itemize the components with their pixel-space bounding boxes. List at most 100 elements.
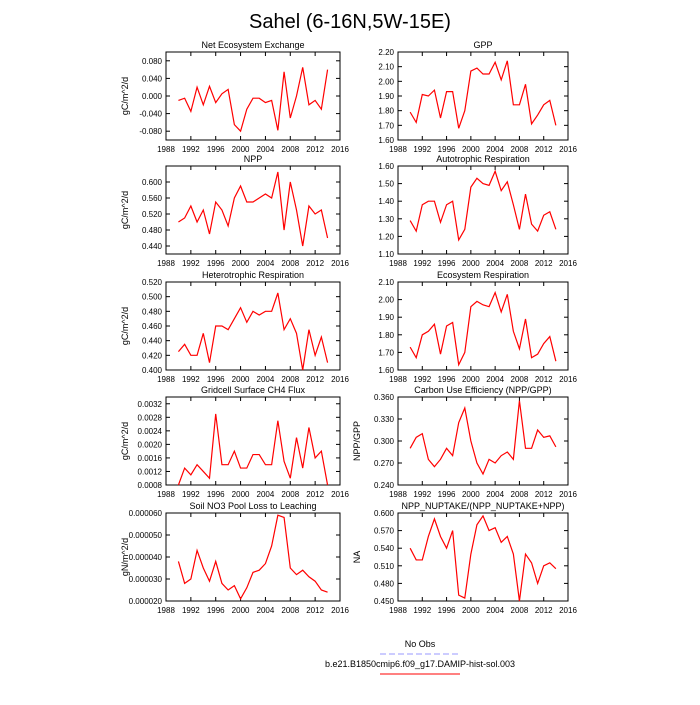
x-tick-label: 1992 [182, 490, 200, 499]
y-tick-label: 0.0032 [138, 400, 163, 409]
y-axis-label: NA [352, 551, 362, 564]
y-tick-label: 0.570 [374, 527, 395, 536]
x-tick-label: 1996 [207, 145, 225, 154]
panel-title: Gridcell Surface CH4 Flux [201, 385, 306, 395]
x-tick-label: 2004 [486, 606, 504, 615]
y-tick-label: 1.60 [378, 136, 394, 145]
panel-title: Heterotrophic Respiration [202, 270, 304, 280]
y-tick-label: 0.0028 [138, 413, 163, 422]
panel-title: Soil NO3 Pool Loss to Leaching [189, 501, 316, 511]
x-tick-label: 2008 [281, 375, 299, 384]
x-tick-label: 1988 [157, 145, 175, 154]
legend-label: b.e21.B1850cmip6.f09_g17.DAMIP-hist-sol.… [325, 659, 515, 669]
x-tick-label: 1988 [157, 259, 175, 268]
panel-title: NPP_NUPTAKE/(NPP_NUPTAKE+NPP) [402, 501, 565, 511]
y-tick-label: 1.50 [378, 180, 394, 189]
y-tick-label: 1.90 [378, 92, 394, 101]
data-line [177, 413, 329, 486]
data-line [178, 171, 329, 247]
x-tick-label: 2000 [462, 375, 480, 384]
x-tick-label: 1992 [413, 375, 431, 384]
y-tick-label: 0.240 [374, 481, 395, 490]
x-tick-label: 2004 [486, 375, 504, 384]
y-tick-label: 1.70 [378, 348, 394, 357]
x-tick-label: 1996 [207, 606, 225, 615]
x-tick-label: 2008 [511, 145, 529, 154]
x-tick-label: 1992 [182, 606, 200, 615]
plot-frame [165, 512, 341, 602]
plot-frame [165, 396, 341, 486]
y-tick-label: 1.10 [378, 250, 394, 259]
x-tick-label: 1992 [413, 490, 431, 499]
y-tick-label: 1.60 [378, 162, 394, 171]
x-tick-label: 1988 [157, 375, 175, 384]
y-tick-label: 0.000020 [129, 597, 163, 606]
y-tick-label: 1.80 [378, 107, 394, 116]
y-axis-label: gC/m^2/d [120, 307, 130, 345]
x-tick-label: 1996 [207, 259, 225, 268]
y-tick-label: -0.080 [139, 127, 162, 136]
x-tick-label: 2004 [257, 375, 275, 384]
x-tick-label: 2000 [232, 375, 250, 384]
y-tick-label: 2.10 [378, 278, 394, 287]
plot-frame [397, 281, 569, 371]
data-line [409, 514, 557, 602]
plot-frame [165, 165, 341, 255]
x-tick-label: 2016 [559, 490, 577, 499]
y-tick-label: 1.60 [378, 366, 394, 375]
plot-frame [397, 512, 569, 602]
x-tick-label: 1988 [389, 490, 407, 499]
x-tick-label: 2016 [559, 145, 577, 154]
x-tick-label: 2012 [306, 375, 324, 384]
y-tick-label: 0.460 [142, 322, 163, 331]
x-tick-label: 2000 [462, 145, 480, 154]
x-tick-label: 2016 [559, 259, 577, 268]
y-tick-label: 0.480 [142, 226, 163, 235]
y-tick-label: 0.0016 [138, 454, 163, 463]
x-tick-label: 1988 [389, 145, 407, 154]
x-tick-label: 2004 [257, 259, 275, 268]
y-axis-label: gC/m^2/d [120, 77, 130, 115]
x-tick-label: 2016 [331, 606, 349, 615]
x-tick-label: 1996 [438, 490, 456, 499]
x-tick-label: 2008 [281, 145, 299, 154]
x-tick-label: 2004 [257, 606, 275, 615]
x-tick-label: 1996 [207, 490, 225, 499]
y-axis-label: gN/m^2/d [120, 538, 130, 576]
x-tick-label: 2012 [535, 490, 553, 499]
y-tick-label: 0.480 [142, 307, 163, 316]
y-tick-label: 0.0012 [138, 467, 163, 476]
x-tick-label: 2012 [306, 145, 324, 154]
x-tick-label: 1996 [438, 375, 456, 384]
panel-title: Ecosystem Respiration [437, 270, 529, 280]
plot-frame [165, 51, 341, 141]
x-tick-label: 1988 [389, 375, 407, 384]
x-tick-label: 1992 [413, 145, 431, 154]
x-tick-label: 1988 [157, 490, 175, 499]
y-tick-label: 1.70 [378, 121, 394, 130]
data-line [409, 60, 557, 129]
x-tick-label: 2000 [232, 606, 250, 615]
y-tick-label: -0.040 [139, 110, 162, 119]
x-tick-label: 2012 [306, 490, 324, 499]
data-line [409, 400, 557, 476]
x-tick-label: 2012 [535, 606, 553, 615]
x-tick-label: 2008 [281, 606, 299, 615]
plot-frame [397, 51, 569, 141]
y-tick-label: 0.540 [374, 544, 395, 553]
x-tick-label: 2004 [257, 145, 275, 154]
data-line [178, 67, 329, 133]
x-tick-label: 2016 [331, 259, 349, 268]
x-tick-label: 1988 [389, 259, 407, 268]
y-tick-label: 0.000 [142, 92, 163, 101]
y-tick-label: 1.90 [378, 313, 394, 322]
x-tick-label: 2004 [486, 145, 504, 154]
figure-title: Sahel (6-16N,5W-15E) [249, 11, 451, 33]
panel-title: Net Ecosystem Exchange [201, 40, 304, 50]
y-tick-label: 1.80 [378, 331, 394, 340]
y-tick-label: 2.00 [378, 296, 394, 305]
x-tick-label: 2012 [535, 145, 553, 154]
x-tick-label: 2016 [559, 375, 577, 384]
